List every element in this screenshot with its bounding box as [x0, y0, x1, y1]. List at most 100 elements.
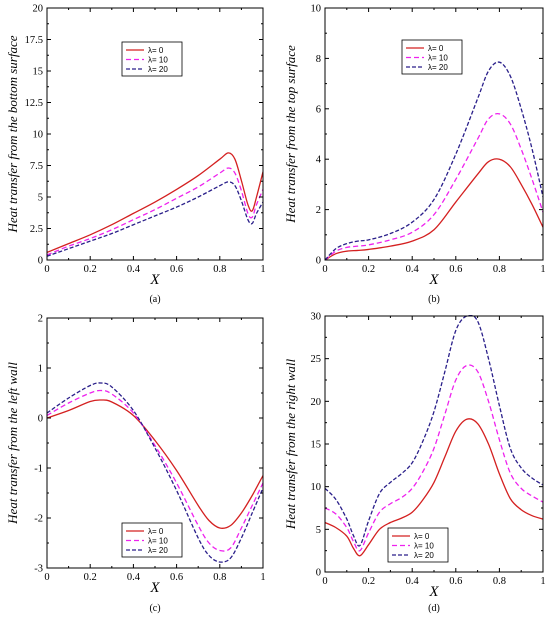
- y-tick-label: 2.5: [30, 224, 43, 235]
- y-tick-label: 0: [38, 256, 43, 267]
- x-tick-label: 0.8: [213, 264, 226, 275]
- chart-caption: (c): [149, 603, 160, 614]
- x-tick-label: 0: [44, 264, 49, 275]
- legend-entry: λ= 20: [148, 65, 168, 74]
- x-tick-label: 0.2: [362, 576, 375, 587]
- x-tick-label: 0.8: [493, 264, 506, 275]
- legend-entry: λ= 20: [414, 551, 434, 560]
- series-line-2: [47, 389, 263, 552]
- legend-box: [121, 41, 183, 77]
- y-tick-label: 15: [33, 67, 44, 78]
- series-line-2: [47, 167, 263, 256]
- legend-box: [121, 522, 183, 558]
- y-tick-label: 0: [316, 568, 321, 579]
- x-tick-label: 0.6: [449, 264, 462, 275]
- y-tick-label: 8: [316, 54, 321, 65]
- x-tick-label: 0.6: [170, 572, 183, 583]
- y-tick-label: 12.5: [25, 98, 43, 109]
- y-tick-label: 10: [33, 130, 44, 141]
- x-tick-label: 0.6: [170, 264, 183, 275]
- series-line-2: [325, 112, 543, 261]
- y-tick-label: 20: [311, 397, 322, 408]
- x-axis-label: X: [428, 584, 439, 600]
- series-line-1: [47, 399, 263, 529]
- y-tick-label: 1: [38, 364, 43, 375]
- x-tick-label: 1: [260, 264, 265, 275]
- legend: λ= 0λ= 10λ= 20: [387, 527, 449, 563]
- y-tick-label: 20: [33, 4, 44, 15]
- x-axis-label: X: [428, 272, 439, 288]
- x-tick-label: 0.2: [84, 264, 97, 275]
- chart-caption: (d): [428, 603, 440, 614]
- series-line-1: [325, 158, 543, 261]
- legend-entry: λ= 0: [148, 46, 164, 55]
- y-tick-label: 7.5: [30, 161, 43, 172]
- x-tick-label: 1: [540, 264, 545, 275]
- legend: λ= 0λ= 10λ= 20: [121, 41, 183, 77]
- chart-3: 0 0.2 0.4 0.6 0.8 1 -3 -2 -1 0 1 2 X Heat transfer fr…: [5, 314, 266, 615]
- legend-entry: λ= 0: [148, 527, 164, 536]
- y-tick-label: 10: [311, 4, 322, 15]
- legend-entry: λ= 0: [428, 44, 444, 53]
- x-tick-label: 0.2: [362, 264, 375, 275]
- legend-box: [401, 39, 463, 75]
- y-tick-label: 6: [316, 104, 321, 115]
- series-line-1: [325, 418, 543, 557]
- legend: λ= 0λ= 10λ= 20: [121, 522, 183, 558]
- series-line-3: [325, 61, 543, 261]
- y-axis-label: Heat transfer from the top surface: [283, 45, 298, 224]
- legend-entry: λ= 20: [428, 63, 448, 72]
- x-tick-label: 0.8: [493, 576, 506, 587]
- legend-entry: λ= 0: [414, 532, 430, 541]
- x-tick-label: 1: [260, 572, 265, 583]
- x-tick-label: 0.4: [127, 572, 141, 583]
- y-tick-label: 2: [316, 205, 321, 216]
- y-tick-label: -2: [34, 514, 43, 525]
- legend-entry: λ= 10: [148, 537, 168, 546]
- y-tick-label: 2: [38, 314, 43, 325]
- series-line-3: [47, 181, 263, 257]
- x-tick-label: 0: [322, 264, 327, 275]
- y-axis-label: Heat transfer from the right wall: [283, 358, 298, 530]
- series-line-3: [325, 315, 543, 547]
- y-tick-label: 0: [38, 414, 43, 425]
- legend-entry: λ= 20: [148, 546, 168, 555]
- y-tick-label: 30: [311, 312, 322, 323]
- x-tick-label: 0.4: [127, 264, 141, 275]
- x-tick-label: 0.4: [406, 576, 420, 587]
- x-axis-label: X: [149, 272, 160, 288]
- x-axis-label: X: [149, 580, 160, 596]
- chart-caption: (b): [428, 294, 440, 305]
- y-axis-label: Heat transfer from the left wall: [5, 362, 20, 525]
- legend-entry: λ= 10: [428, 54, 448, 63]
- x-tick-label: 0.8: [213, 572, 226, 583]
- series-line-3: [47, 382, 263, 563]
- y-tick-label: 15: [311, 440, 322, 451]
- y-tick-label: -1: [34, 464, 43, 475]
- y-tick-label: 4: [316, 155, 322, 166]
- y-tick-label: -3: [34, 564, 43, 575]
- y-tick-label: 25: [311, 354, 322, 365]
- legend-box: [387, 527, 449, 563]
- series-line-1: [47, 152, 263, 254]
- y-tick-label: 17.5: [25, 35, 43, 46]
- y-tick-label: 0: [316, 256, 321, 267]
- x-tick-label: 0: [44, 572, 49, 583]
- y-axis-label: Heat transfer from the bottom surface: [5, 35, 20, 233]
- x-tick-label: 0.6: [449, 576, 462, 587]
- legend-entry: λ= 10: [414, 542, 434, 551]
- x-tick-label: 0: [322, 576, 327, 587]
- chart-caption: (a): [149, 294, 160, 305]
- legend-entry: λ= 10: [148, 56, 168, 65]
- series-line-2: [325, 364, 543, 552]
- y-tick-label: 5: [38, 193, 43, 204]
- chart-1: 0 0.2 0.4 0.6 0.8 102.557.51012.51517.520XHea…: [5, 4, 266, 306]
- y-tick-label: 5: [316, 525, 321, 536]
- x-tick-label: 1: [540, 576, 545, 587]
- x-tick-label: 0.4: [406, 264, 420, 275]
- legend: λ= 0λ= 10λ= 20: [401, 39, 463, 75]
- y-tick-label: 10: [311, 482, 322, 493]
